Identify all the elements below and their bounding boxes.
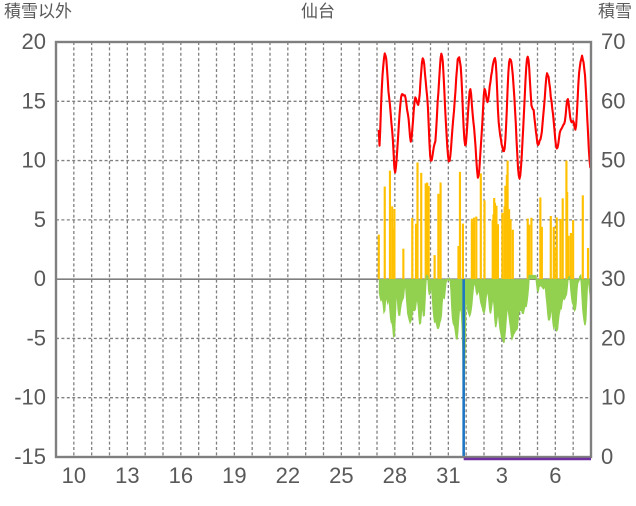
svg-text:20: 20 <box>601 325 625 350</box>
svg-text:仙台: 仙台 <box>301 2 335 21</box>
svg-text:-5: -5 <box>26 325 46 350</box>
svg-text:19: 19 <box>222 463 246 488</box>
svg-text:-15: -15 <box>14 444 46 469</box>
svg-text:16: 16 <box>169 463 193 488</box>
svg-text:20: 20 <box>22 29 46 54</box>
svg-text:25: 25 <box>329 463 353 488</box>
svg-text:0: 0 <box>601 444 613 469</box>
svg-text:10: 10 <box>22 148 46 173</box>
svg-text:31: 31 <box>436 463 460 488</box>
svg-text:6: 6 <box>549 463 561 488</box>
svg-text:22: 22 <box>276 463 300 488</box>
svg-text:70: 70 <box>601 29 625 54</box>
svg-text:0: 0 <box>34 266 46 291</box>
svg-text:30: 30 <box>601 266 625 291</box>
svg-text:13: 13 <box>115 463 139 488</box>
svg-text:15: 15 <box>22 88 46 113</box>
svg-text:40: 40 <box>601 207 625 232</box>
svg-text:5: 5 <box>34 207 46 232</box>
svg-text:50: 50 <box>601 148 625 173</box>
svg-text:60: 60 <box>601 88 625 113</box>
svg-text:3: 3 <box>496 463 508 488</box>
svg-text:積雪以外: 積雪以外 <box>4 2 72 21</box>
svg-text:-10: -10 <box>14 385 46 410</box>
svg-text:10: 10 <box>601 385 625 410</box>
svg-text:積雪: 積雪 <box>598 2 632 21</box>
svg-text:28: 28 <box>383 463 407 488</box>
svg-text:10: 10 <box>62 463 86 488</box>
